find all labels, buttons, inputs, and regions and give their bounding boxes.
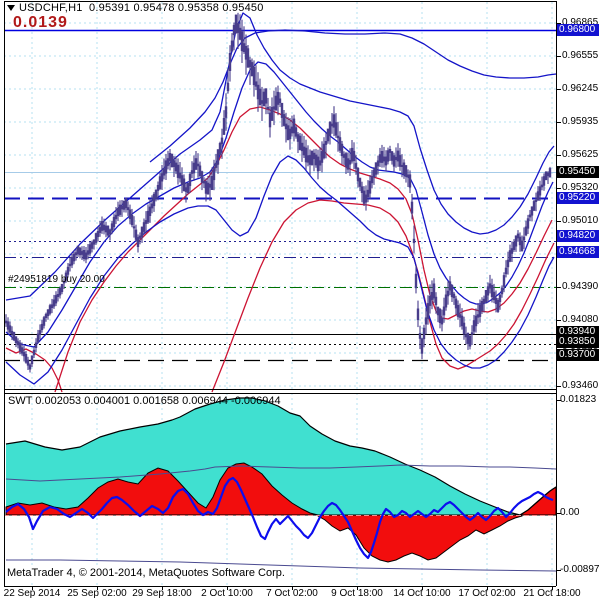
price-level-label-black: 0.93850 [557, 336, 599, 348]
ohlc-header: USDCHF,H1 0.95391 0.95478 0.95358 0.9545… [7, 2, 264, 14]
price-tick-label: 0.95935 [562, 116, 599, 127]
symbol-dropdown-icon[interactable] [7, 5, 15, 12]
swt-indicator-header: SWT 0.002053 0.004001 0.001658 0.006944 … [8, 395, 281, 407]
price-tick-label: 0.96865 [562, 17, 599, 28]
time-tick-label: 2 Oct 10:00 [201, 588, 253, 599]
swt-tick-label: 0.00 [560, 507, 580, 518]
time-tick-label: 29 Sep 18:00 [132, 588, 192, 599]
price-tick-label: 0.95010 [562, 215, 599, 226]
time-tick-label: 21 Oct 18:00 [523, 588, 581, 599]
price-tick-label: 0.94390 [562, 281, 599, 292]
price-tick-label: 0.96245 [562, 83, 599, 94]
bb_upper-line [5, 12, 555, 301]
low-value: 0.95358 [177, 2, 220, 14]
price-level-label-blue: 0.96800 [557, 24, 599, 36]
swt-signal-line [5, 476, 554, 560]
red_left-line [5, 347, 63, 393]
time-tick-label: 17 Oct 02:00 [458, 588, 516, 599]
price-level-label-blue: 0.94668 [557, 246, 599, 258]
time-tick-label: 25 Sep 02:00 [67, 588, 127, 599]
time-tick-label: 22 Sep 2014 [3, 588, 61, 599]
price-tick-label: 0.96555 [562, 50, 599, 61]
price-level-label-black: 0.93700 [557, 349, 599, 361]
time-tick-label: 9 Oct 18:00 [331, 588, 383, 599]
open-position-label[interactable]: #24951819 buy 20.00 [8, 274, 105, 285]
bb_middle-line [5, 61, 554, 348]
swt-red-area-left [5, 462, 319, 516]
price-tick-label: 0.93460 [562, 380, 599, 391]
swt-envelope-upper [5, 464, 557, 482]
time-tick-label: 14 Oct 10:00 [393, 588, 451, 599]
symbol-period-label: USDCHF,H1 [19, 2, 83, 14]
swt-teal-area [6, 398, 520, 515]
open-value: 0.95391 [89, 2, 131, 14]
swt-envelope-lower [6, 559, 557, 572]
price-tick-label: 0.94080 [562, 314, 599, 325]
close-value: 0.95450 [222, 2, 264, 14]
price-level-label-black: 0.93940 [557, 326, 599, 338]
spread-value: 0.0139 [13, 14, 68, 31]
price-level-label-black: 0.95450 [557, 166, 599, 178]
candlestick-series [4, 12, 552, 373]
price-tick-label: 0.95320 [562, 182, 599, 193]
high-value: 0.95478 [133, 2, 175, 14]
time-tick-label: 7 Oct 02:00 [266, 588, 318, 599]
price-tick-label: 0.95625 [562, 149, 599, 160]
swt-tick-label: 0.01823 [560, 394, 597, 405]
daily_upper-line [149, 29, 557, 163]
metaquotes-credit: MetaTrader 4, © 2001-2014, MetaQuotes So… [5, 567, 288, 580]
price-level-label-blue: 0.94820 [557, 230, 599, 242]
swt-red-area-below [317, 514, 523, 563]
price-level-label-blue: 0.95220 [557, 192, 599, 204]
